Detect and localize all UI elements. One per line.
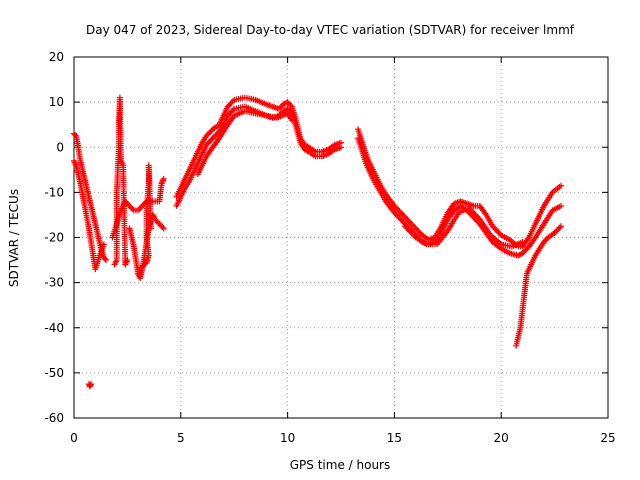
series-track-2 bbox=[71, 157, 107, 273]
x-tick-label: 15 bbox=[387, 431, 402, 445]
data-point bbox=[88, 381, 95, 388]
series-track-6 bbox=[137, 162, 154, 273]
y-tick-label: 0 bbox=[56, 140, 64, 154]
data-point bbox=[229, 107, 236, 114]
x-tick-label: 5 bbox=[177, 431, 185, 445]
data-point bbox=[558, 202, 565, 209]
series-track-10 bbox=[355, 126, 565, 250]
data-point bbox=[101, 255, 108, 262]
data-point bbox=[558, 182, 565, 189]
data-point bbox=[160, 175, 167, 182]
x-tick-label: 20 bbox=[494, 431, 509, 445]
data-point bbox=[288, 117, 295, 124]
data-point bbox=[338, 144, 344, 151]
series-outlier bbox=[85, 381, 95, 390]
y-axis-label: SDTVAR / TECUs bbox=[7, 189, 21, 287]
x-tick-label: 10 bbox=[280, 431, 295, 445]
y-tick-label: -30 bbox=[44, 276, 64, 290]
y-tick-label: 10 bbox=[49, 95, 64, 109]
x-tick-label: 25 bbox=[600, 431, 615, 445]
data-point bbox=[72, 131, 79, 138]
y-tick-label: -10 bbox=[44, 185, 64, 199]
y-tick-label: -20 bbox=[44, 231, 64, 245]
data-point bbox=[160, 225, 167, 232]
data-point bbox=[124, 257, 131, 264]
data-point bbox=[100, 241, 107, 248]
series-track-7 bbox=[173, 94, 344, 200]
y-tick-label: -40 bbox=[44, 321, 64, 335]
series-track-13 bbox=[513, 223, 565, 349]
data-point bbox=[556, 224, 563, 231]
data-point bbox=[402, 215, 409, 222]
x-tick-label: 0 bbox=[70, 431, 78, 445]
series-track-4 bbox=[109, 175, 167, 241]
series-track-9 bbox=[194, 108, 295, 178]
y-tick-label: -60 bbox=[44, 411, 64, 425]
data-point bbox=[558, 223, 565, 230]
y-tick-label: -50 bbox=[44, 366, 64, 380]
data-point bbox=[519, 239, 526, 246]
x-axis-label: GPS time / hours bbox=[290, 458, 391, 472]
y-tick-label: 20 bbox=[49, 50, 64, 64]
data-point bbox=[229, 98, 236, 105]
series-track-8 bbox=[173, 103, 344, 209]
series-track-1 bbox=[71, 130, 110, 264]
series-track-12 bbox=[402, 205, 526, 250]
data-points bbox=[71, 94, 565, 390]
data-point bbox=[147, 225, 154, 232]
data-point bbox=[103, 257, 110, 264]
series-track-3 bbox=[111, 94, 131, 268]
chart-title: Day 047 of 2023, Sidereal Day-to-day VTE… bbox=[86, 23, 575, 37]
axis-ticks: 0 5 10 15 20 25 -60 -50 -40 -30 -20 -10 0 10 20 bbox=[44, 50, 615, 445]
